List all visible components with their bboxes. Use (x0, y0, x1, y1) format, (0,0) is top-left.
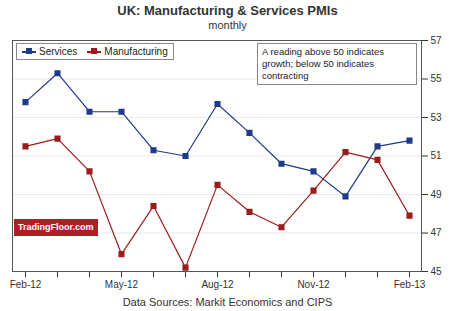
svg-text:Feb-12: Feb-12 (10, 279, 42, 290)
svg-text:Feb-13: Feb-13 (394, 279, 426, 290)
html-text:UK: Manufacturing & Services P: UK: Manufacturing & Services PMIs (117, 3, 338, 18)
svg-text:49: 49 (431, 189, 443, 200)
svg-text:Aug-12: Aug-12 (201, 279, 234, 290)
svg-text:55: 55 (431, 73, 443, 84)
html-text:monthly: monthly (208, 19, 247, 31)
svg-text:51: 51 (431, 150, 443, 161)
svg-text:45: 45 (431, 266, 443, 277)
svg-text:57: 57 (431, 35, 443, 46)
html-text:Manufacturing: Manufacturing (104, 46, 168, 57)
svg-text:May-12: May-12 (105, 279, 139, 290)
html-text:Data Sources: Markit Economics: Data Sources: Markit Economics and CIPS (122, 296, 333, 308)
svg-text:47: 47 (431, 227, 443, 238)
html-text:Services: Services (39, 46, 78, 57)
svg-text:Nov-12: Nov-12 (297, 279, 330, 290)
html-text:TradingFloor.com: TradingFloor.com (18, 222, 94, 232)
html-text:A reading above 50 indicates g: A reading above 50 indicates growth; bel… (262, 46, 384, 81)
svg-text:53: 53 (431, 112, 443, 123)
